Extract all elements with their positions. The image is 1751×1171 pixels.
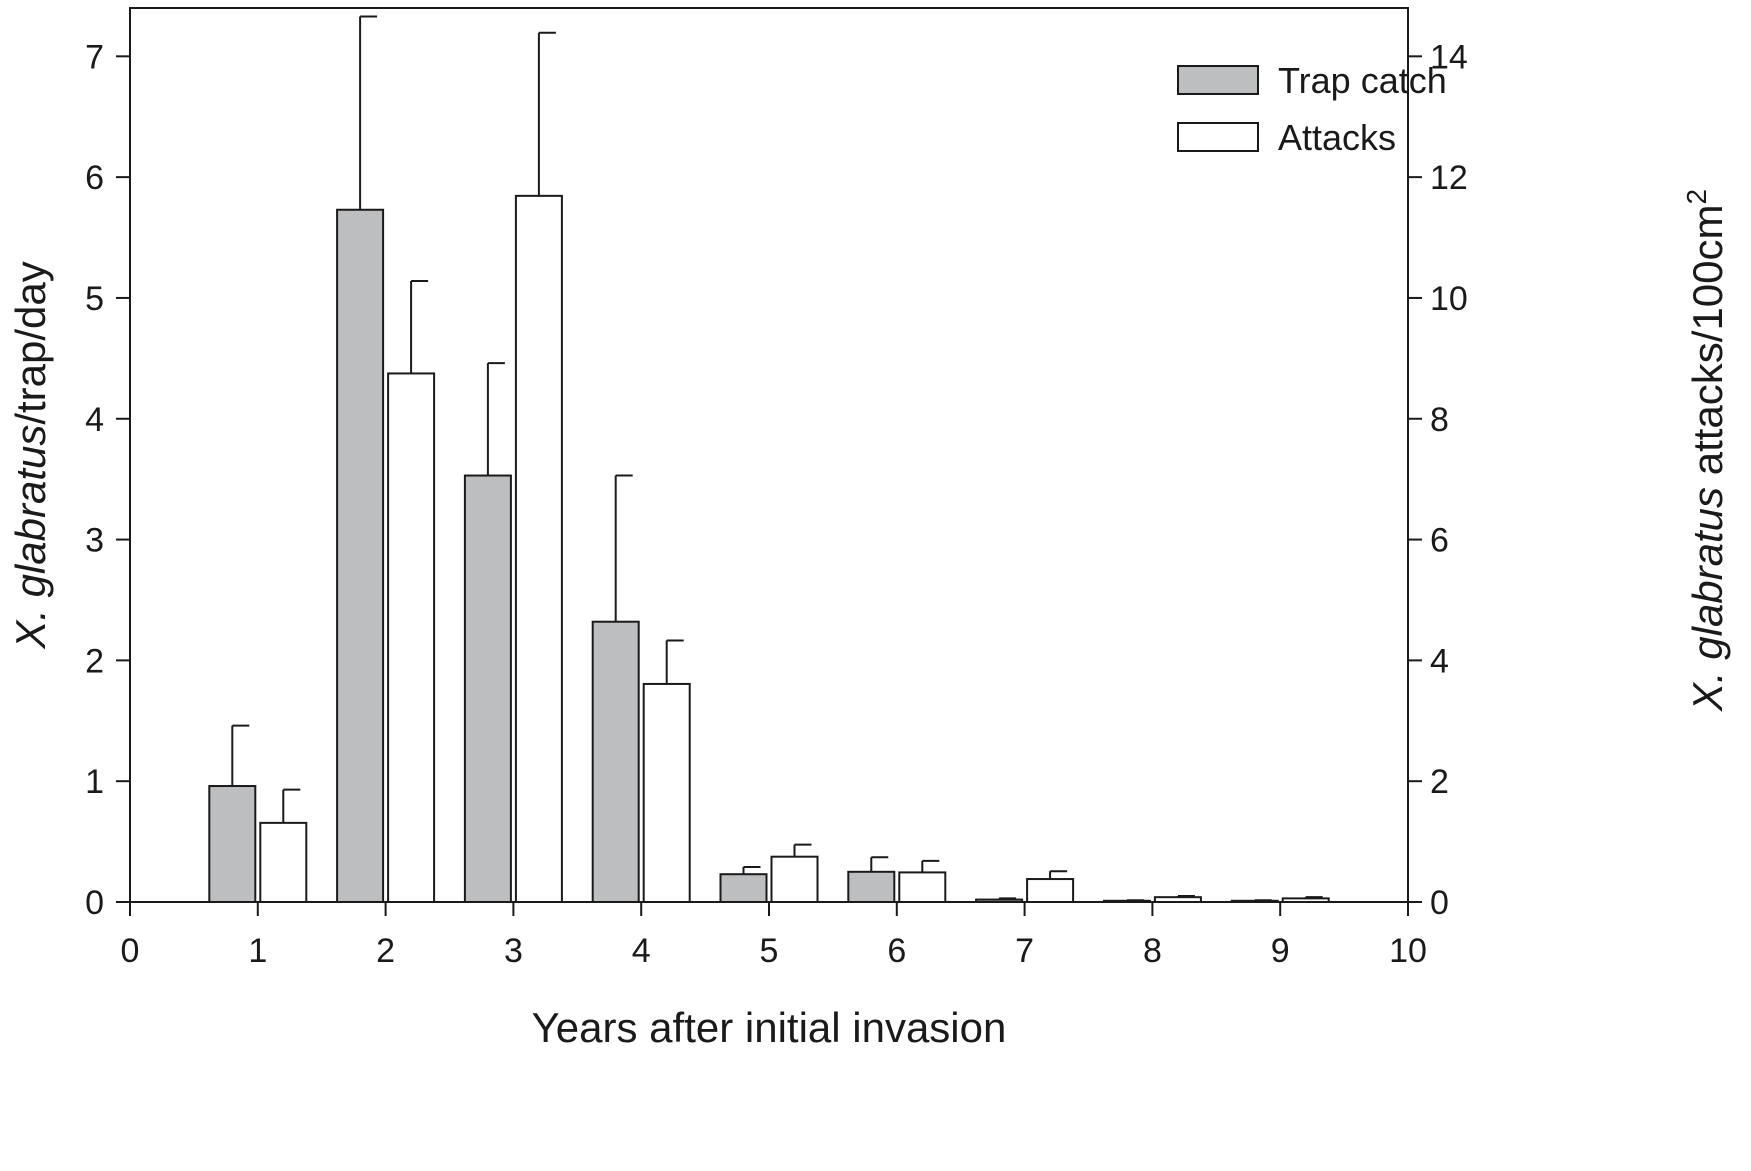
y-tick-label-2: 2 bbox=[85, 642, 104, 680]
y2-tick-label-0: 0 bbox=[1430, 884, 1449, 922]
legend: Trap catch Attacks bbox=[1177, 60, 1447, 158]
bar-attacks-5 bbox=[770, 855, 819, 903]
x-tick-label-10: 10 bbox=[1389, 932, 1427, 970]
bar-attacks-7 bbox=[1026, 878, 1075, 904]
bar-trap-catch-1 bbox=[208, 785, 257, 903]
bar-attacks-2 bbox=[387, 372, 436, 903]
y2-tick-label-5: 10 bbox=[1430, 280, 1468, 318]
y2-tick-label-2: 4 bbox=[1430, 642, 1449, 680]
bar-trap-catch-5 bbox=[719, 873, 768, 903]
legend-swatch-trap-catch bbox=[1177, 65, 1259, 95]
y2-tick-label-1: 2 bbox=[1430, 763, 1449, 801]
y-tick-label-3: 3 bbox=[85, 522, 104, 560]
bar-trap-catch-2 bbox=[336, 208, 385, 904]
error-bars-layer bbox=[231, 15, 1323, 902]
x-tick-label-8: 8 bbox=[1143, 932, 1162, 970]
y2-axis-title-italic: X. glabratus bbox=[1684, 487, 1731, 712]
x-tick-label-4: 4 bbox=[632, 932, 651, 970]
bars-layer bbox=[208, 194, 1330, 904]
x-tick-label-7: 7 bbox=[1015, 932, 1034, 970]
y-tick-label-0: 0 bbox=[85, 884, 104, 922]
legend-swatch-attacks bbox=[1177, 122, 1259, 152]
bar-attacks-4 bbox=[642, 682, 691, 903]
y2-tick-label-4: 8 bbox=[1430, 401, 1449, 439]
y-axis-title-rest: /trap/day bbox=[7, 261, 54, 424]
bar-trap-catch-6 bbox=[847, 870, 896, 904]
y-tick-label-5: 5 bbox=[85, 280, 104, 318]
y2-tick-label-6: 12 bbox=[1430, 159, 1468, 197]
y2-axis-title: X. glabratus attacks/100cm2 bbox=[1681, 189, 1731, 712]
x-tick-label-0: 0 bbox=[121, 932, 140, 970]
y2-tick-label-3: 6 bbox=[1430, 522, 1449, 560]
bar-trap-catch-4 bbox=[591, 620, 640, 903]
y-tick-label-7: 7 bbox=[85, 38, 104, 76]
x-axis: 0 1 2 3 4 5 6 7 8 9 10 bbox=[121, 902, 1427, 970]
bar-attacks-6 bbox=[898, 871, 947, 904]
y-axis-title: X. glabratus/trap/day bbox=[7, 261, 54, 650]
y-tick-label-6: 6 bbox=[85, 159, 104, 197]
y-axis-title-italic: X. glabratus bbox=[7, 425, 54, 650]
y-axis-right: 0 2 4 6 8 10 12 14 bbox=[1408, 38, 1468, 922]
bar-attacks-1 bbox=[259, 821, 308, 903]
y2-tick-label-7: 14 bbox=[1430, 38, 1468, 76]
x-tick-label-9: 9 bbox=[1271, 932, 1290, 970]
x-tick-label-1: 1 bbox=[248, 932, 267, 970]
x-tick-label-6: 6 bbox=[887, 932, 906, 970]
x-axis-title: Years after initial invasion bbox=[532, 1004, 1007, 1051]
legend-label-attacks: Attacks bbox=[1278, 117, 1396, 158]
y2-axis-title-sup: 2 bbox=[1681, 189, 1712, 205]
x-tick-label-5: 5 bbox=[760, 932, 779, 970]
y-axis-left: 0 1 2 3 4 5 6 7 bbox=[85, 38, 130, 922]
y-tick-label-1: 1 bbox=[85, 763, 104, 801]
y2-axis-title-rest: attacks/100cm bbox=[1684, 204, 1731, 486]
y-tick-label-4: 4 bbox=[85, 401, 104, 439]
bar-attacks-3 bbox=[514, 194, 563, 903]
bar-trap-catch-3 bbox=[463, 474, 512, 903]
x-tick-label-2: 2 bbox=[376, 932, 395, 970]
x-tick-label-3: 3 bbox=[504, 932, 523, 970]
legend-label-trap-catch: Trap catch bbox=[1278, 60, 1447, 101]
